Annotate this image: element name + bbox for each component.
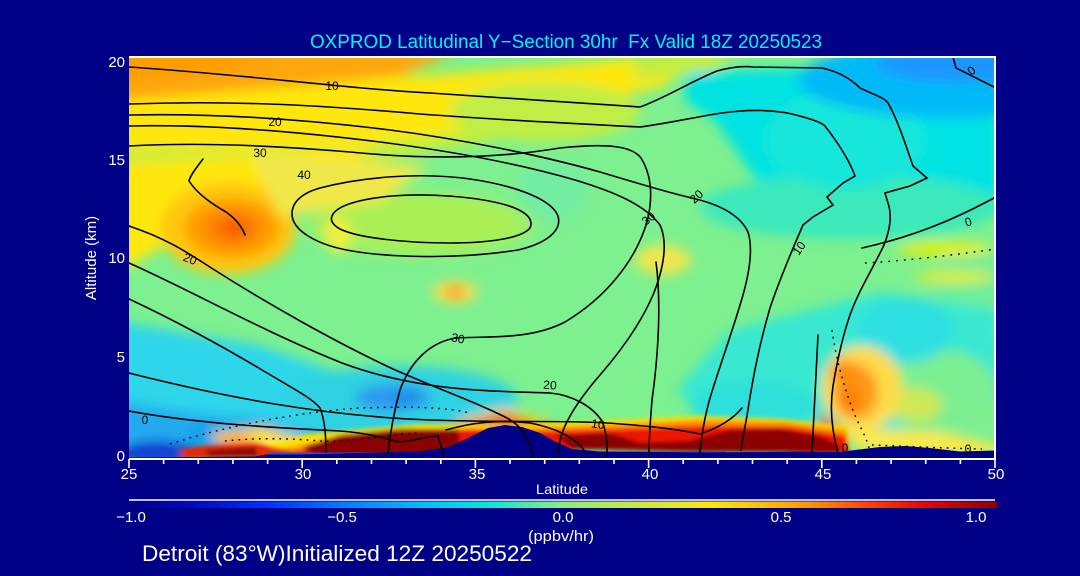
svg-text:40: 40 (642, 466, 659, 483)
svg-text:40: 40 (297, 168, 311, 182)
svg-text:20: 20 (181, 250, 199, 268)
svg-text:OXPROD Latitudinal Y−Section 3: OXPROD Latitudinal Y−Section 30hr Fx Val… (310, 32, 822, 53)
svg-text:10: 10 (108, 250, 125, 267)
svg-text:0.5: 0.5 (771, 509, 792, 526)
svg-text:30: 30 (253, 146, 267, 160)
svg-text:50: 50 (988, 466, 1005, 483)
svg-text:20: 20 (543, 378, 558, 393)
svg-text:30: 30 (295, 466, 312, 483)
svg-text:25: 25 (121, 466, 138, 483)
svg-text:10: 10 (590, 416, 605, 432)
svg-text:20: 20 (108, 54, 125, 71)
svg-text:10: 10 (325, 79, 339, 93)
svg-text:5: 5 (117, 349, 125, 366)
svg-text:Altitude (km): Altitude (km) (83, 216, 100, 300)
svg-text:1.0: 1.0 (966, 509, 987, 526)
svg-text:30: 30 (450, 330, 466, 347)
svg-text:Latitude: Latitude (536, 481, 588, 497)
svg-text:0: 0 (963, 214, 974, 229)
svg-text:0: 0 (842, 441, 849, 455)
svg-text:(ppbv/hr): (ppbv/hr) (528, 528, 594, 545)
svg-text:15: 15 (108, 152, 125, 169)
svg-text:−0.5: −0.5 (327, 509, 357, 526)
svg-text:0: 0 (965, 442, 972, 456)
svg-text:20: 20 (268, 115, 282, 129)
svg-text:Detroit (83°W)Initialized 12Z: Detroit (83°W)Initialized 12Z 20250522 (142, 541, 532, 566)
svg-text:0.0: 0.0 (553, 509, 574, 526)
svg-text:45: 45 (815, 466, 832, 483)
svg-text:−1.0: −1.0 (116, 509, 146, 526)
svg-text:0: 0 (142, 413, 149, 427)
svg-text:35: 35 (469, 466, 486, 483)
svg-text:0: 0 (117, 448, 125, 465)
